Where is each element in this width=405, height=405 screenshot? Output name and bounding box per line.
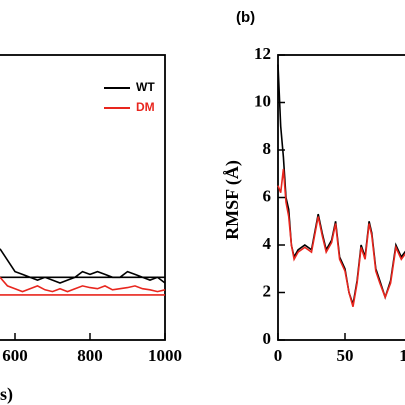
panel-label: (b) (236, 9, 255, 26)
data-line (0, 248, 166, 284)
data-line (0, 276, 166, 293)
legend-label: WT (136, 80, 155, 94)
y-tick-label: 0 (263, 329, 272, 348)
plot-frame (0, 54, 166, 341)
y-tick-label: 8 (263, 139, 272, 158)
x-axis-label: s) (0, 384, 13, 405)
y-tick-label: 4 (263, 234, 272, 253)
x-tick-label: 800 (77, 346, 103, 365)
x-tick-label: 0 (274, 346, 283, 365)
y-tick-label: 10 (254, 91, 271, 110)
x-tick-label: 100 (399, 346, 405, 365)
x-tick-label: 1000 (148, 346, 182, 365)
x-tick-label: 50 (337, 346, 354, 365)
legend-label: DM (136, 100, 155, 114)
y-tick-label: 2 (263, 281, 272, 300)
data-line (277, 168, 405, 308)
x-tick-label: 600 (2, 346, 28, 365)
y-axis-label: RMSF (Å) (222, 160, 243, 240)
y-tick-label: 12 (254, 44, 271, 63)
y-tick-label: 6 (263, 186, 272, 205)
